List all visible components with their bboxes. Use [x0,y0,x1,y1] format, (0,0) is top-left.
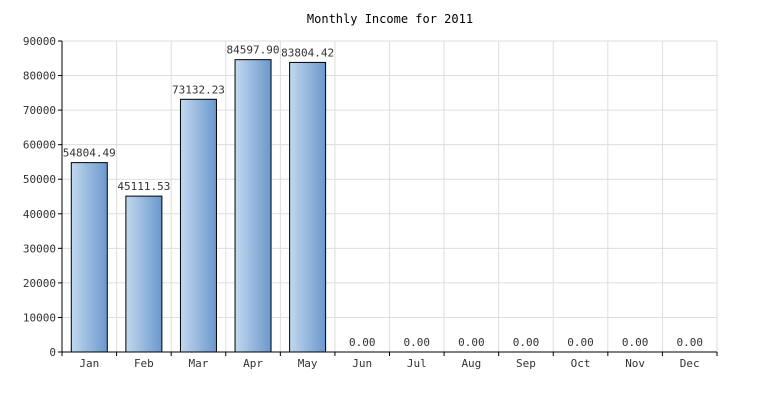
grid [62,40,718,353]
y-tick-label: 0 [49,346,56,359]
bar-jan [70,162,108,353]
x-tick-label: Apr [243,357,263,370]
data-label: 0.00 [567,336,594,349]
chart-title: Monthly Income for 2011 [306,12,474,26]
labels: 0 10000 20000 30000 40000 50000 60000 70000 8000… [23,35,703,370]
bar-mar [179,98,217,353]
x-tick-label: Oct [571,357,591,370]
x-tick-label: Jul [407,357,427,370]
bar-feb [125,195,163,353]
data-label: 0.00 [676,336,703,349]
x-tick-label: Nov [625,357,645,370]
data-label: 0.00 [458,336,485,349]
data-label: 54804.49 [63,147,116,160]
data-label: 0.00 [349,336,376,349]
x-tick-label: Dec [680,357,700,370]
data-label: 0.00 [513,336,540,349]
data-label: 83804.42 [281,46,334,59]
x-tick-label: Jan [79,357,99,370]
x-tick-label: Jun [352,357,372,370]
y-tick-label: 90000 [23,35,56,48]
x-tick-label: Mar [189,357,209,370]
y-tick-label: 70000 [23,104,56,117]
x-tick-label: May [298,357,318,370]
data-label: 73132.23 [172,83,225,96]
axes [58,40,718,356]
data-label: 45111.53 [117,180,170,193]
x-tick-label: Feb [134,357,154,370]
data-label: 0.00 [404,336,431,349]
y-tick-label: 40000 [23,208,56,221]
y-tick-label: 60000 [23,139,56,152]
y-tick-label: 80000 [23,70,56,83]
bar-may [289,61,327,353]
x-tick-label: Aug [461,357,481,370]
data-label: 84597.90 [227,44,280,57]
y-tick-label: 50000 [23,173,56,186]
y-tick-label: 20000 [23,277,56,290]
y-tick-label: 30000 [23,242,56,255]
data-label: 0.00 [622,336,649,349]
bar-apr [234,59,272,353]
x-tick-label: Sep [516,357,536,370]
bars [70,59,327,353]
y-tick-label: 10000 [23,311,56,324]
